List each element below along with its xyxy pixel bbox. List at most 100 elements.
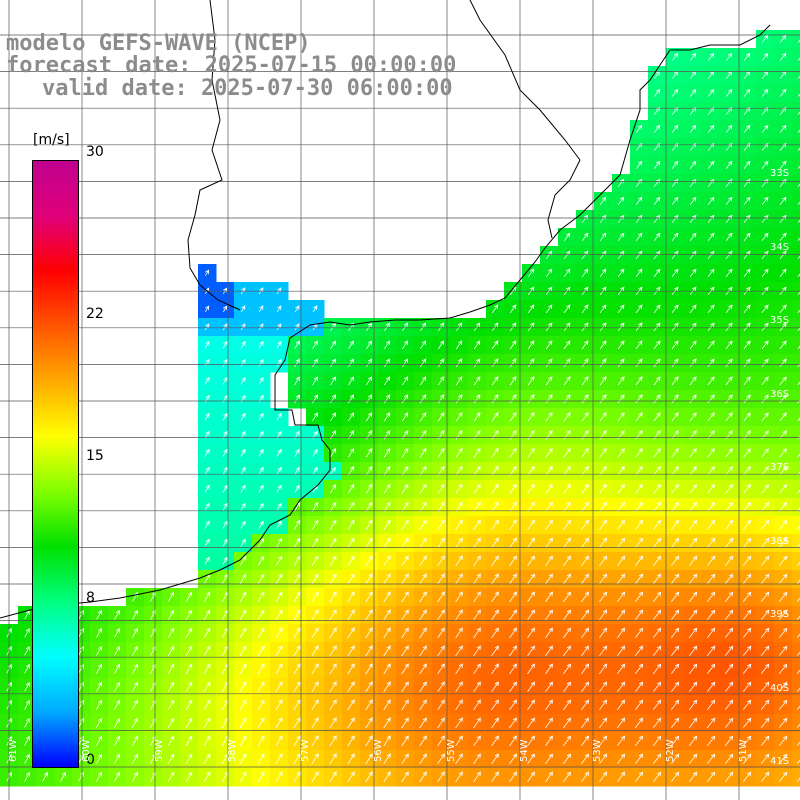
wind-arrow xyxy=(671,394,679,404)
wind-arrow xyxy=(96,627,102,638)
wind-arrow xyxy=(635,501,643,512)
wind-arrow xyxy=(671,537,680,548)
wind-arrow xyxy=(724,609,734,620)
wind-arrow xyxy=(527,627,535,639)
wind-arrow xyxy=(401,609,409,621)
wind-arrow xyxy=(329,609,337,621)
wind-arrow xyxy=(222,556,228,565)
wind-arrow xyxy=(743,448,751,458)
wind-arrow xyxy=(671,573,680,584)
wind-arrow xyxy=(311,519,319,530)
wind-arrow xyxy=(725,448,733,458)
wind-arrow xyxy=(509,771,517,783)
wind-arrow xyxy=(635,609,644,621)
wind-arrow xyxy=(671,88,679,97)
wind-arrow xyxy=(599,699,608,711)
wind-arrow xyxy=(761,412,769,422)
wind-arrow xyxy=(545,609,554,621)
wind-arrow xyxy=(311,699,319,711)
wind-arrow xyxy=(599,232,607,241)
wind-arrow xyxy=(688,573,698,584)
wind-arrow xyxy=(365,771,373,783)
wind-arrow xyxy=(599,250,607,260)
wind-arrow xyxy=(293,609,301,621)
wind-arrow xyxy=(761,268,769,277)
wind-arrow xyxy=(563,483,571,494)
wind-arrow xyxy=(599,663,608,675)
wind-arrow xyxy=(365,627,373,639)
wind-arrow xyxy=(761,250,769,259)
wind-arrow xyxy=(724,537,734,548)
wind-arrow xyxy=(563,573,572,585)
wind-arrow xyxy=(545,447,553,458)
speed-cell xyxy=(792,318,800,337)
wind-arrow xyxy=(401,753,409,765)
wind-arrow xyxy=(797,417,800,422)
wind-arrow xyxy=(760,591,770,602)
wind-arrow xyxy=(778,699,788,710)
wind-arrow xyxy=(635,250,643,259)
wind-arrow xyxy=(617,268,625,278)
wind-arrow xyxy=(222,323,228,331)
speed-cell xyxy=(792,570,800,589)
wind-arrow xyxy=(437,591,445,603)
wind-arrow xyxy=(653,753,662,765)
wind-arrow xyxy=(599,573,608,585)
wind-arrow xyxy=(330,376,336,386)
wind-arrow xyxy=(203,591,211,602)
wind-arrow xyxy=(563,268,571,278)
wind-arrow xyxy=(742,645,752,656)
wind-arrow xyxy=(294,466,300,475)
wind-arrow xyxy=(581,250,589,260)
wind-arrow xyxy=(581,519,589,530)
speed-cell xyxy=(792,606,800,625)
wind-arrow xyxy=(797,453,800,458)
wind-arrow xyxy=(96,771,102,782)
wind-arrow xyxy=(509,717,517,729)
wind-arrow xyxy=(257,555,265,566)
wind-arrow xyxy=(384,358,391,368)
wind-arrow xyxy=(240,305,246,313)
wind-arrow xyxy=(419,358,427,368)
wind-arrow xyxy=(563,555,572,567)
wind-arrow xyxy=(167,753,175,764)
wind-arrow xyxy=(545,735,554,747)
wind-arrow xyxy=(437,501,445,512)
wind-arrow xyxy=(383,753,391,765)
wind-arrow xyxy=(347,448,355,458)
wind-arrow xyxy=(743,484,751,494)
wind-arrow xyxy=(257,609,265,620)
wind-arrow xyxy=(78,735,84,746)
wind-arrow xyxy=(653,483,661,494)
wind-arrow xyxy=(491,591,499,603)
wind-arrow xyxy=(239,753,247,765)
wind-arrow xyxy=(779,376,787,386)
wind-arrow xyxy=(778,753,788,764)
wind-arrow xyxy=(222,484,228,493)
wind-arrow xyxy=(527,447,535,458)
wind-arrow xyxy=(761,160,769,169)
wind-arrow xyxy=(419,753,427,765)
wind-arrow xyxy=(706,573,716,584)
wind-arrow xyxy=(509,322,517,332)
wind-arrow xyxy=(797,327,800,332)
speed-cell xyxy=(792,498,800,517)
wind-arrow xyxy=(203,645,211,656)
wind-arrow xyxy=(455,394,463,404)
wind-arrow xyxy=(779,358,787,368)
wind-arrow xyxy=(114,735,121,746)
wind-arrow xyxy=(275,681,283,693)
wind-arrow xyxy=(760,663,770,674)
wind-arrow xyxy=(653,555,662,567)
wind-arrow xyxy=(509,663,517,675)
wind-arrow xyxy=(203,663,211,674)
wind-arrow xyxy=(761,322,769,332)
wind-arrow xyxy=(635,735,644,747)
wind-arrow xyxy=(617,645,626,657)
wind-arrow xyxy=(779,502,788,512)
wind-arrow xyxy=(347,627,355,639)
wind-arrow xyxy=(671,340,679,350)
wind-arrow xyxy=(707,358,715,368)
wind-arrow xyxy=(671,645,680,656)
wind-arrow xyxy=(401,699,409,711)
